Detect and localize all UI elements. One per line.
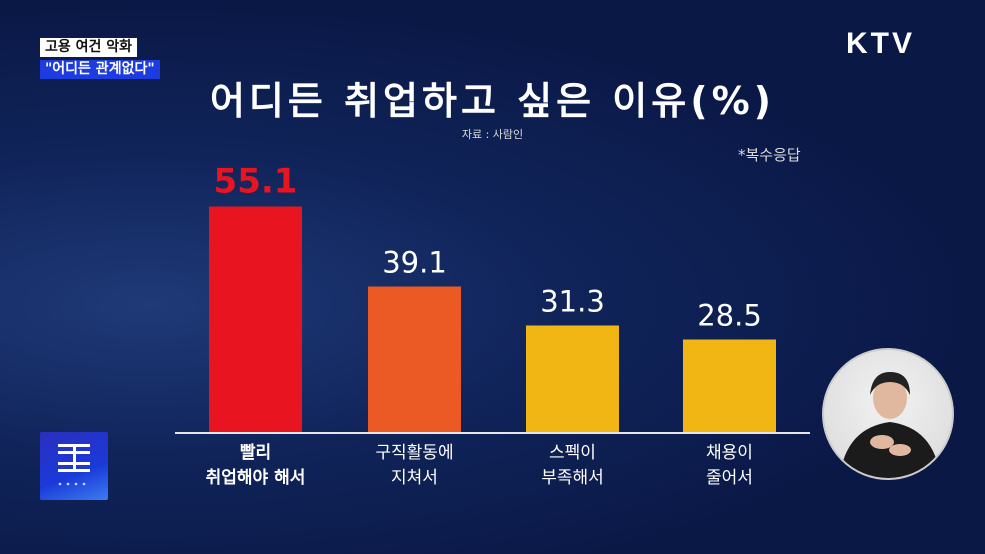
program-logo: [40, 432, 108, 500]
data-label: 28.5: [697, 299, 762, 333]
chart-source: 자료 : 사람인: [461, 128, 524, 141]
category-label: 채용이: [706, 443, 753, 463]
program-logo-mark: [58, 444, 90, 486]
caption-topic: 고용 여건 악화: [40, 38, 138, 57]
caption-headline: "어디든 관계없다": [40, 60, 160, 79]
category-label: 취업해야 해서: [206, 467, 306, 488]
bar: [526, 325, 619, 432]
bar: [209, 206, 302, 432]
sign-language-interpreter: [822, 348, 954, 480]
bar: [683, 339, 776, 432]
chart-title: 어디든 취업하고 싶은 이유(%): [209, 79, 776, 123]
data-label: 31.3: [540, 285, 605, 319]
category-label: 구직활동에: [375, 443, 453, 463]
chart-note: *복수응답: [738, 146, 801, 164]
bar: [368, 286, 461, 432]
channel-logo: KTV: [846, 27, 915, 60]
category-label: 빨리: [240, 443, 271, 463]
category-label: 지쳐서: [391, 468, 438, 488]
category-label: 줄어서: [706, 468, 753, 488]
data-label: 55.1: [214, 162, 298, 202]
category-label: 부족해서: [541, 468, 604, 488]
data-label: 39.1: [382, 246, 447, 280]
category-label: 스펙이: [549, 443, 596, 463]
